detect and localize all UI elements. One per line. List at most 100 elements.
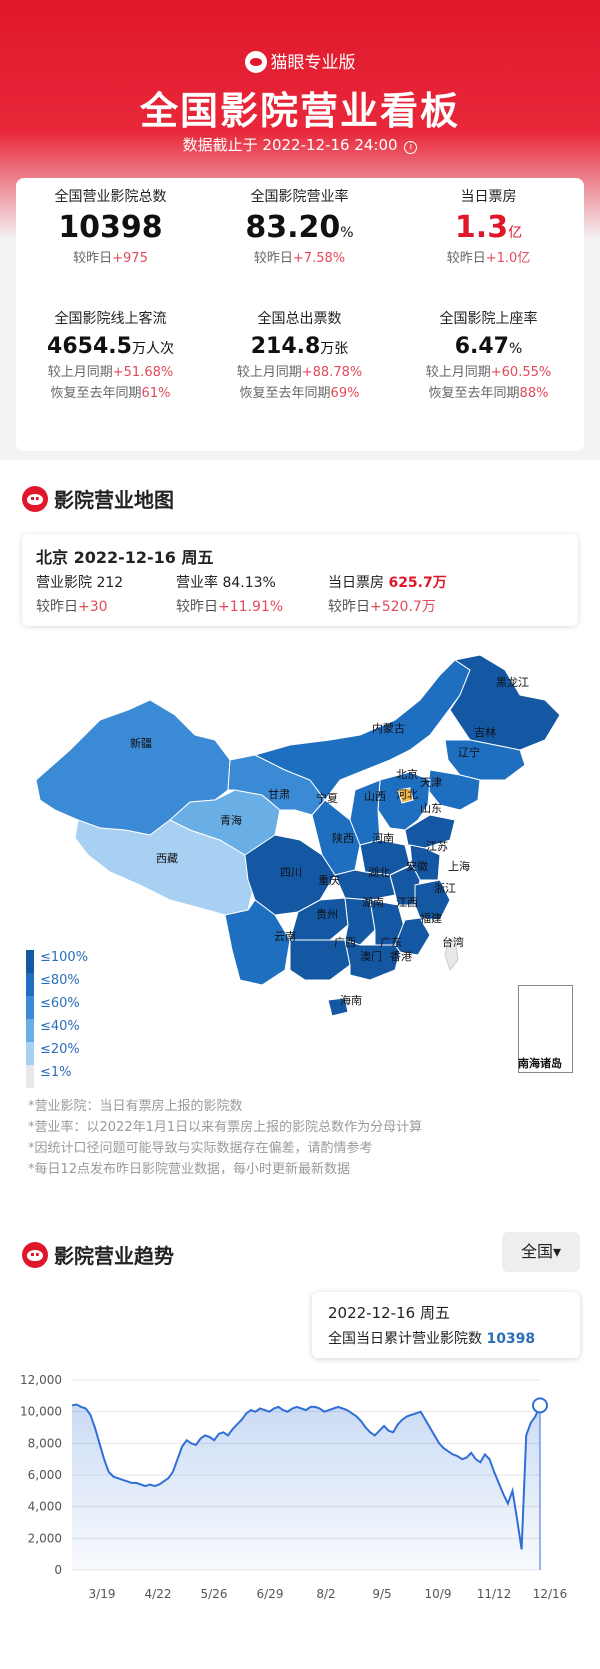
stat-change-value: +88.78% — [301, 365, 363, 380]
city-rate: 营业率 84.13% — [176, 572, 276, 592]
city-cinemas: 营业影院 212 — [36, 572, 123, 592]
stat-recover-prefix: 恢复至去年同期 — [239, 386, 331, 401]
stat-number: 1.3 — [454, 210, 509, 245]
series-line — [71, 1403, 541, 1550]
legend-label: ≤80% — [40, 973, 80, 988]
stat-recover: 恢复至去年同期69% — [205, 382, 394, 401]
stat-change-prefix: 较昨日 — [73, 251, 113, 266]
province-qinghai[interactable] — [169, 789, 281, 856]
province-hainan[interactable] — [327, 997, 349, 1017]
map-section-title: 影院营业地图 — [22, 484, 174, 513]
chart-tooltip: 2022-12-16 周五 全国当日累计营业影院数 10398 — [312, 1292, 580, 1358]
stat-change: 较上月同期+51.68% — [16, 361, 205, 380]
stat-number: 83.20 — [245, 210, 341, 245]
page-title: 全国影院营业看板 — [139, 89, 460, 133]
trend-section-title-text: 影院营业趋势 — [54, 1244, 174, 1268]
province-inner-mongolia[interactable] — [253, 659, 471, 801]
province-beijing[interactable] — [397, 787, 414, 804]
stat-value: 6.47% — [394, 334, 583, 359]
stat-recover-prefix: 恢复至去年同期 — [428, 386, 520, 401]
region-dropdown[interactable]: 全国▾ — [502, 1232, 580, 1272]
x-tick-label: 4/22 — [145, 1587, 172, 1601]
province-label: 北京 — [396, 768, 418, 781]
maoyan-logo-icon — [244, 51, 267, 73]
city-rate-value: 84.13% — [222, 575, 276, 591]
province-label: 贵州 — [316, 908, 338, 921]
stat-change-value: +975 — [112, 251, 148, 266]
y-tick-label: 0 — [54, 1563, 62, 1577]
x-tick-label: 11/12 — [477, 1587, 512, 1601]
city-box-label: 当日票房 — [328, 575, 384, 591]
tooltip-label: 全国当日累计营业影院数 — [328, 1331, 482, 1347]
stat-number: 10398 — [58, 210, 163, 245]
map-notes: *营业影院：当日有票房上报的影院数 *营业率：以2022年1月1日以来有票房上报… — [28, 1096, 422, 1180]
city-box-value: 625.7万 — [388, 575, 447, 591]
stat-change-prefix: 较上月同期 — [47, 365, 113, 380]
province-liaoning[interactable] — [427, 769, 481, 811]
province-shandong[interactable] — [404, 814, 456, 849]
province-label: 青海 — [220, 814, 242, 827]
legend-swatch — [26, 1065, 34, 1088]
province-label: 宁夏 — [316, 792, 338, 805]
note-line: *营业影院：当日有票房上报的影院数 — [28, 1099, 243, 1114]
stat-online-traffic: 全国影院线上客流 4654.5万人次 较上月同期+51.68% 恢复至去年同期6… — [16, 308, 205, 401]
stat-unit: % — [340, 225, 354, 241]
city-info-card: 北京 2022-12-16 周五 营业影院 212 营业率 84.13% 当日票… — [22, 534, 578, 626]
info-icon[interactable]: i — [404, 141, 418, 154]
legend-label: ≤20% — [40, 1042, 80, 1057]
stat-recover: 恢复至去年同期88% — [394, 382, 583, 401]
legend-swatch — [26, 950, 34, 973]
city-rate-change: 较昨日+11.91% — [176, 596, 283, 616]
legend-label: ≤100% — [40, 950, 89, 965]
province-taiwan[interactable] — [444, 937, 459, 972]
legend-item: ≤1% — [26, 1065, 88, 1088]
province-label: 安徽 — [406, 860, 428, 873]
y-tick-label: 4,000 — [28, 1500, 62, 1514]
x-tick-label: 9/5 — [372, 1587, 391, 1601]
y-tick-label: 2,000 — [28, 1531, 62, 1545]
trend-chart[interactable]: 0 2,000 4,000 6,000 8,000 10,000 12,000 3/19 4/2… — [0, 1370, 600, 1620]
city-change-prefix: 较昨日 — [328, 599, 370, 615]
province-guangdong[interactable] — [344, 939, 401, 981]
map-legend: ≤100% ≤80% ≤60% ≤40% ≤20% ≤1% — [26, 950, 88, 1088]
stat-tickets: 全国总出票数 214.8万张 较上月同期+88.78% 恢复至去年同期69% — [205, 308, 394, 401]
note-line: *每日12点发布昨日影院营业数据，每小时更新最新数据 — [28, 1162, 351, 1177]
city-cinemas-change: 较昨日+30 — [36, 596, 108, 616]
province-zhejiang[interactable] — [414, 879, 451, 921]
city-box-change: 较昨日+520.7万 — [328, 596, 436, 616]
stat-change-prefix: 较上月同期 — [425, 365, 491, 380]
province-yunnan[interactable] — [224, 899, 291, 986]
tooltip-desc: 全国当日累计营业影院数 10398 — [328, 1328, 535, 1348]
y-tick-label: 6,000 — [28, 1468, 62, 1482]
x-tick-label: 3/19 — [89, 1587, 116, 1601]
note-line: *营业率：以2022年1月1日以来有票房上报的影院总数作为分母计算 — [28, 1120, 423, 1135]
province-label: 江苏 — [426, 840, 448, 853]
x-tick-label: 5/26 — [201, 1587, 228, 1601]
stat-change-value: +60.55% — [490, 365, 552, 380]
stat-change: 较昨日+7.58% — [205, 247, 394, 266]
province-label: 云南 — [274, 930, 296, 943]
province-label: 西藏 — [156, 852, 178, 865]
province-jilin[interactable] — [444, 739, 526, 781]
china-map[interactable] — [0, 640, 600, 1080]
province-label: 广东 — [380, 936, 402, 949]
x-tick-label: 12/16 — [533, 1587, 568, 1601]
y-tick-label: 10,000 — [20, 1405, 62, 1419]
legend-swatch — [26, 973, 34, 996]
brand: 猫眼专业版 — [0, 48, 600, 73]
stat-recover-value: 61% — [141, 386, 171, 401]
note-line: *因统计口径问题可能导致与实际数据存在偏差，请酌情参考 — [28, 1141, 373, 1156]
series-area — [72, 1404, 540, 1570]
province-label: 福建 — [420, 912, 442, 925]
stat-unit: 万人次 — [131, 341, 174, 357]
legend-item: ≤100% — [26, 950, 88, 973]
brand-name: 猫眼专业版 — [270, 53, 356, 73]
stat-label: 全国影院营业率 — [250, 189, 349, 205]
legend-swatch — [26, 1042, 34, 1065]
stat-change: 较昨日+1.0亿 — [394, 247, 583, 266]
stat-occupancy: 全国影院上座率 6.47% 较上月同期+60.55% 恢复至去年同期88% — [394, 308, 583, 401]
province-tibet[interactable] — [74, 819, 256, 916]
stat-recover-prefix: 恢复至去年同期 — [50, 386, 142, 401]
data-point-marker — [532, 1397, 548, 1414]
stat-change-prefix: 较昨日 — [253, 251, 293, 266]
